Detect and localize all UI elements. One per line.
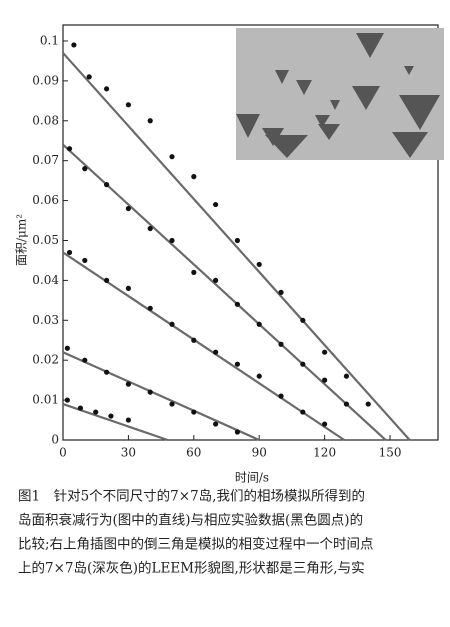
x-tick-label: 30: [121, 446, 136, 460]
data-point: [256, 321, 262, 327]
y-tick-label: 0.04: [32, 273, 59, 287]
data-point: [256, 373, 262, 379]
inset: [236, 28, 444, 160]
y-tick-label: 0.08: [32, 113, 59, 127]
x-tick-label: 60: [186, 446, 201, 460]
data-point: [125, 205, 132, 212]
data-point: [147, 118, 153, 124]
fit-line: [62, 251, 345, 441]
data-point: [82, 357, 88, 363]
data-point: [278, 341, 284, 347]
caption-line: 图1 针对5个不同尺寸的7×7岛,我们的相场模拟所得到的: [18, 488, 365, 505]
data-point: [343, 401, 350, 407]
data-point: [104, 369, 110, 375]
x-tick-label: 90: [252, 446, 267, 460]
x-tick-label: 150: [379, 446, 402, 460]
data-point: [86, 74, 92, 80]
caption-line: 比较;右上角插图中的倒三角是模拟的相变过程中一个时间点: [18, 537, 374, 553]
data-point: [71, 42, 77, 48]
y-tick-label: 0.07: [32, 153, 59, 167]
data-point: [66, 249, 73, 256]
fit-line: [62, 143, 387, 441]
data-point: [147, 389, 153, 395]
data-point: [104, 182, 110, 188]
data-point: [147, 305, 153, 311]
data-point: [322, 421, 328, 427]
x-axis-label: 时间/s: [235, 471, 269, 485]
data-point: [300, 317, 306, 323]
data-point: [300, 361, 306, 367]
data-point: [169, 237, 175, 244]
data-point: [365, 401, 371, 407]
data-point: [82, 166, 88, 172]
data-point: [147, 225, 153, 232]
caption-line: 岛面积衰减行为(图中的直线)与相应实验数据(黑色圆点)的: [18, 512, 363, 529]
data-point: [213, 421, 219, 427]
data-point: [64, 397, 70, 403]
data-point: [66, 146, 73, 152]
data-point: [104, 86, 110, 92]
data-point: [125, 102, 132, 108]
y-tick-label: 0.09: [32, 73, 59, 87]
y-axis-label: 面积/μm²: [15, 214, 29, 266]
data-point: [169, 401, 175, 407]
data-point: [93, 409, 99, 415]
data-point: [234, 301, 241, 307]
data-point: [213, 349, 219, 355]
y-tick-label: 0.03: [32, 313, 59, 327]
data-point: [343, 373, 350, 379]
fit-line: [62, 351, 260, 442]
data-point: [234, 237, 241, 244]
data-point: [191, 337, 197, 343]
data-point: [322, 349, 328, 355]
caption-line: 上的7×7岛(深灰色)的LEEM形貌图,形状都是三角形,与实: [18, 560, 365, 577]
data-point: [213, 277, 219, 283]
x-tick-label: 120: [313, 446, 336, 460]
y-tick-label: 0.05: [32, 233, 59, 247]
data-point: [82, 257, 88, 264]
data-point: [169, 154, 175, 160]
data-point: [191, 174, 197, 180]
y-tick-label: 0.01: [32, 393, 59, 407]
data-point: [108, 413, 114, 419]
data-point: [77, 405, 84, 411]
data-point: [191, 269, 197, 276]
data-point: [234, 429, 241, 435]
data-point: [213, 201, 219, 208]
plot-frame: [62, 24, 439, 441]
y-tick-label: 0.06: [32, 193, 59, 207]
y-tick-label: 0.02: [32, 353, 59, 367]
data-point: [278, 289, 284, 295]
y-tick-label: 0: [51, 433, 59, 447]
data-point: [256, 261, 262, 268]
fit-line: [62, 52, 411, 441]
data-point: [322, 377, 328, 383]
data-point: [125, 285, 132, 291]
data-point: [125, 417, 132, 423]
data-point: [64, 345, 70, 351]
data-point: [125, 381, 132, 387]
y-tick-label: 0.1: [40, 33, 59, 47]
data-point: [169, 321, 175, 327]
data-point: [278, 393, 284, 399]
data-point: [234, 361, 241, 367]
data-point: [300, 409, 306, 415]
data-point: [191, 409, 197, 415]
data-point: [104, 277, 110, 283]
x-tick-label: 0: [59, 446, 67, 460]
